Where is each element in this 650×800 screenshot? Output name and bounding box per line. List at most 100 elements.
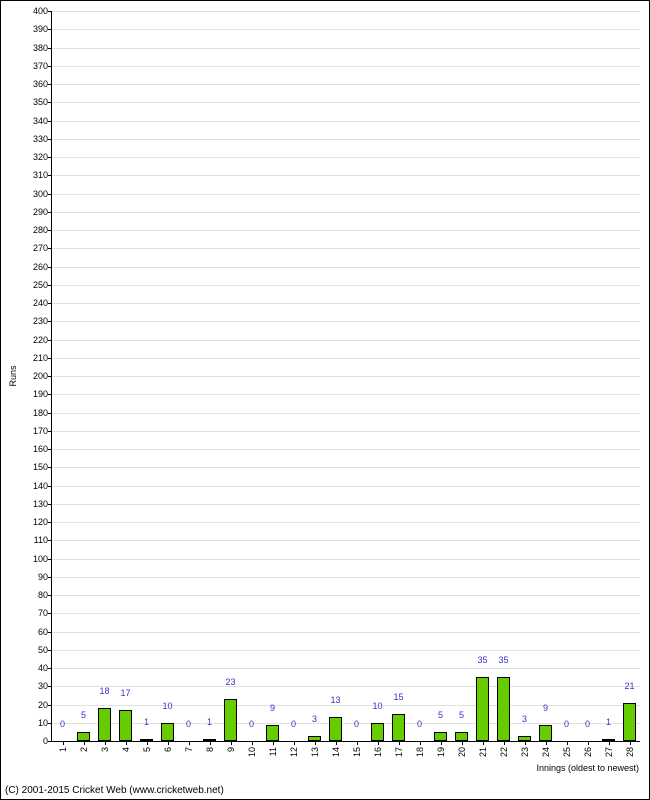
xtick-label: 20 [457, 747, 467, 757]
bar [476, 677, 489, 741]
bar [161, 723, 174, 741]
xtick-label: 14 [331, 747, 341, 757]
chart-frame: 0102030405060708090100110120130140150160… [0, 0, 650, 800]
bar [539, 725, 552, 741]
ytick-label: 400 [33, 6, 48, 16]
grid-line [52, 358, 640, 359]
xtick-mark [105, 741, 106, 745]
ytick-label: 180 [33, 408, 48, 418]
ytick-label: 30 [38, 681, 48, 691]
ytick-mark [48, 376, 52, 377]
xtick-mark [630, 741, 631, 745]
ytick-mark [48, 175, 52, 176]
ytick-label: 390 [33, 24, 48, 34]
xtick-mark [84, 741, 85, 745]
xtick-mark [147, 741, 148, 745]
xtick-label: 22 [499, 747, 509, 757]
grid-line [52, 467, 640, 468]
bar-value-label: 10 [372, 701, 382, 711]
ytick-label: 170 [33, 426, 48, 436]
xtick-label: 9 [226, 747, 236, 752]
bar-value-label: 23 [225, 677, 235, 687]
grid-line [52, 668, 640, 669]
bar-value-label: 1 [144, 717, 149, 727]
ytick-label: 280 [33, 225, 48, 235]
ytick-mark [48, 321, 52, 322]
ytick-mark [48, 102, 52, 103]
ytick-mark [48, 467, 52, 468]
ytick-label: 360 [33, 79, 48, 89]
xtick-mark [336, 741, 337, 745]
ytick-label: 80 [38, 590, 48, 600]
xtick-mark [567, 741, 568, 745]
ytick-mark [48, 632, 52, 633]
grid-line [52, 686, 640, 687]
bar-value-label: 9 [270, 703, 275, 713]
grid-line [52, 613, 640, 614]
ytick-mark [48, 650, 52, 651]
ytick-label: 0 [43, 736, 48, 746]
grid-line [52, 449, 640, 450]
xtick-mark [63, 741, 64, 745]
ytick-mark [48, 84, 52, 85]
copyright-text: (C) 2001-2015 Cricket Web (www.cricketwe… [5, 785, 224, 796]
bar-value-label: 0 [291, 719, 296, 729]
ytick-label: 350 [33, 97, 48, 107]
ytick-label: 140 [33, 481, 48, 491]
xtick-mark [525, 741, 526, 745]
xtick-mark [357, 741, 358, 745]
xtick-mark [231, 741, 232, 745]
ytick-label: 210 [33, 353, 48, 363]
grid-line [52, 212, 640, 213]
bar [140, 739, 153, 741]
ytick-label: 60 [38, 627, 48, 637]
ytick-mark [48, 66, 52, 67]
bar [623, 703, 636, 741]
ytick-label: 20 [38, 700, 48, 710]
bar-value-label: 18 [99, 686, 109, 696]
grid-line [52, 285, 640, 286]
ytick-mark [48, 559, 52, 560]
xtick-mark [315, 741, 316, 745]
ytick-mark [48, 431, 52, 432]
ytick-mark [48, 522, 52, 523]
bar-value-label: 15 [393, 692, 403, 702]
bar [518, 736, 531, 741]
xtick-mark [588, 741, 589, 745]
grid-line [52, 577, 640, 578]
xtick-mark [420, 741, 421, 745]
grid-line [52, 303, 640, 304]
xtick-mark [483, 741, 484, 745]
ytick-label: 370 [33, 61, 48, 71]
bar-value-label: 0 [417, 719, 422, 729]
ytick-mark [48, 121, 52, 122]
grid-line [52, 632, 640, 633]
xtick-mark [504, 741, 505, 745]
bar-value-label: 21 [624, 681, 634, 691]
grid-line [52, 340, 640, 341]
ytick-label: 70 [38, 608, 48, 618]
xtick-label: 24 [541, 747, 551, 757]
xtick-label: 19 [436, 747, 446, 757]
xtick-label: 8 [205, 747, 215, 752]
bar-value-label: 5 [438, 710, 443, 720]
ytick-mark [48, 741, 52, 742]
grid-line [52, 248, 640, 249]
ytick-mark [48, 413, 52, 414]
xtick-mark [609, 741, 610, 745]
bar-value-label: 3 [522, 714, 527, 724]
bar-value-label: 10 [162, 701, 172, 711]
grid-line [52, 11, 640, 12]
grid-line [52, 595, 640, 596]
ytick-label: 160 [33, 444, 48, 454]
xtick-mark [273, 741, 274, 745]
xtick-label: 10 [247, 747, 257, 757]
xtick-label: 27 [604, 747, 614, 757]
xtick-label: 25 [562, 747, 572, 757]
bar [98, 708, 111, 741]
bar [434, 732, 447, 741]
ytick-label: 190 [33, 389, 48, 399]
ytick-label: 40 [38, 663, 48, 673]
ytick-label: 270 [33, 243, 48, 253]
ytick-label: 290 [33, 207, 48, 217]
